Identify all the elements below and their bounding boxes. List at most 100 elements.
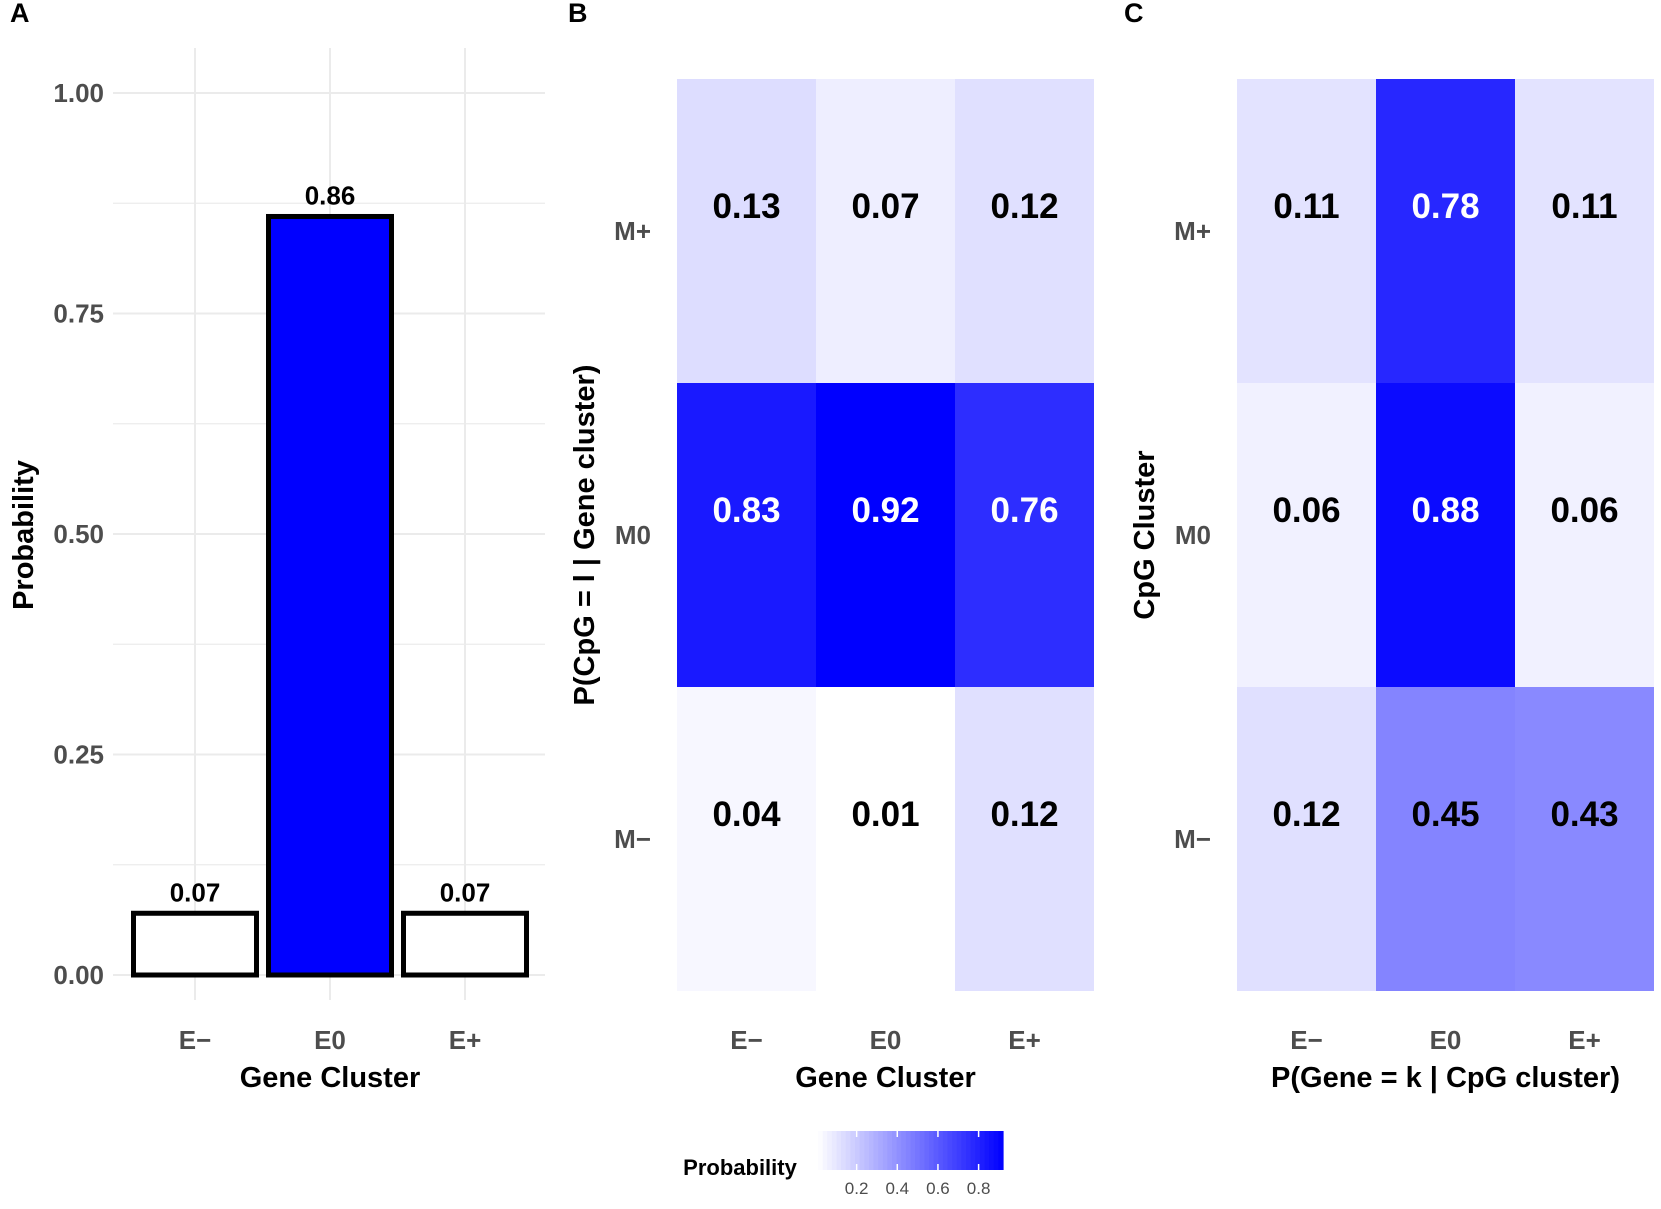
heatmap-cell: [955, 383, 1094, 687]
row-tick-label: M+: [1174, 216, 1211, 246]
cell-value-label: 0.83: [712, 491, 780, 530]
panel-tag-a: A: [10, 0, 30, 28]
cell-value-label: 0.12: [990, 187, 1058, 226]
column-tick-label: E+: [1008, 1025, 1041, 1055]
bar-value-label: 0.07: [440, 877, 491, 907]
heatmap-cell: [1376, 383, 1515, 687]
y-tick-label: 0.75: [53, 299, 104, 329]
cell-value-label: 0.92: [851, 491, 919, 530]
heatmap-cell: [1376, 687, 1515, 991]
legend-gradient-segment: [841, 1131, 847, 1170]
heatmap-cell: [677, 687, 816, 991]
legend-gradient-segment: [855, 1131, 861, 1170]
legend-gradient-segment: [901, 1131, 907, 1170]
cell-value-label: 0.45: [1411, 795, 1479, 834]
x-tick-label: E+: [449, 1025, 482, 1055]
heatmap-cell: [1515, 79, 1654, 383]
panel-tag-b: B: [568, 0, 588, 28]
x-axis-title: Gene Cluster: [795, 1062, 976, 1094]
legend-tick-label: 0.6: [926, 1179, 950, 1198]
bar-value-label: 0.86: [305, 180, 356, 210]
legend-gradient-segment: [915, 1131, 921, 1170]
legend-gradient-segment: [924, 1131, 930, 1170]
y-axis-title: P(CpG = l | Gene cluster): [569, 365, 601, 706]
legend-gradient-segment: [836, 1131, 842, 1170]
row-tick-label: M+: [614, 216, 651, 246]
cell-value-label: 0.06: [1272, 491, 1340, 530]
legend-title: Probability: [683, 1155, 797, 1180]
legend-gradient-segment: [892, 1131, 898, 1170]
heatmap-cell: [677, 383, 816, 687]
legend-gradient-segment: [966, 1131, 972, 1170]
panel-a-bar-chart: 0.00 0.25 0.50 0.75 1.00 0.07 E− 0.86 E0 0.07 E+ Ge…: [8, 48, 545, 1094]
cell-value-label: 0.76: [990, 491, 1058, 530]
bar: [401, 910, 529, 978]
cell-value-label: 0.07: [851, 187, 919, 226]
legend-tick-label: 0.8: [967, 1179, 991, 1198]
x-axis-title: P(Gene = k | CpG cluster): [1271, 1062, 1620, 1094]
heatmap-cell: [816, 687, 955, 991]
legend-gradient-segment: [979, 1131, 986, 1170]
bar-value-label: 0.07: [170, 877, 221, 907]
legend-gradient-segment: [919, 1131, 925, 1170]
legend-gradient-segment: [961, 1131, 967, 1170]
legend-gradient-segment: [827, 1131, 833, 1170]
y-axis-title: Probability: [8, 460, 40, 610]
cell-value-label: 0.88: [1411, 491, 1479, 530]
heatmap-cell: [955, 79, 1094, 383]
bar: [266, 213, 394, 978]
panel-b-heatmap: 0.13 0.07 0.12 0.83 0.92 0.76 0.04 0.01 0.12 M+ M0…: [569, 79, 1094, 1094]
heatmap-cell: [955, 687, 1094, 991]
legend-tick-label: 0.4: [885, 1179, 909, 1198]
heatmap-cell: [677, 79, 816, 383]
x-tick-label: E−: [179, 1025, 212, 1055]
cell-value-label: 0.78: [1411, 187, 1479, 226]
legend-gradient-segment: [822, 1131, 828, 1170]
column-tick-label: E0: [1430, 1025, 1462, 1055]
legend-gradient-segment: [952, 1131, 958, 1170]
legend-gradient-segment: [942, 1131, 949, 1170]
cell-value-label: 0.13: [712, 187, 780, 226]
legend-gradient-segment: [929, 1131, 935, 1170]
y-tick-label: 0.50: [53, 519, 104, 549]
legend-gradient-segment: [970, 1131, 976, 1170]
panel-c-heatmap: 0.11 0.78 0.11 0.06 0.88 0.06 0.12 0.45 0.43 M+ M0…: [1129, 79, 1654, 1094]
column-tick-label: E+: [1568, 1025, 1601, 1055]
y-axis-title: CpG Cluster: [1129, 450, 1161, 619]
legend-tick-label: 0.2: [845, 1179, 869, 1198]
heatmap-cell: [1376, 79, 1515, 383]
legend-gradient-segment: [933, 1131, 939, 1170]
legend-gradient-segment: [868, 1131, 875, 1170]
panel-tag-c: C: [1124, 0, 1144, 28]
legend-gradient-segment: [887, 1131, 893, 1170]
heatmap-cell: [1515, 687, 1654, 991]
heatmap-cell: [1237, 79, 1376, 383]
legend-gradient-segment: [845, 1131, 851, 1170]
x-tick-label: E0: [314, 1025, 346, 1055]
legend-gradient-segment: [998, 1131, 1004, 1170]
legend-gradient-segment: [850, 1131, 856, 1170]
legend-gradient-segment: [873, 1131, 879, 1170]
cell-value-label: 0.11: [1551, 187, 1617, 226]
legend-gradient-segment: [984, 1131, 990, 1170]
legend-gradient-segment: [910, 1131, 916, 1170]
legend-gradient-segment: [878, 1131, 884, 1170]
y-tick-label: 0.00: [53, 960, 104, 990]
cell-value-label: 0.11: [1273, 187, 1339, 226]
cell-value-label: 0.06: [1550, 491, 1618, 530]
x-axis-title: Gene Cluster: [240, 1062, 421, 1094]
cell-value-label: 0.43: [1550, 795, 1618, 834]
legend-gradient-segment: [831, 1131, 838, 1170]
legend-gradient-segment: [989, 1131, 995, 1170]
probability-legend: Probability 0.2 0.4 0.6 0.8: [683, 1131, 1004, 1198]
legend-gradient-segment: [956, 1131, 962, 1170]
legend-gradient-segment: [864, 1131, 870, 1170]
heatmap-cell: [1515, 383, 1654, 687]
row-tick-label: M0: [615, 520, 651, 550]
cell-value-label: 0.01: [851, 795, 919, 834]
cell-value-label: 0.12: [1272, 795, 1340, 834]
cell-value-label: 0.04: [712, 795, 781, 834]
y-tick-label: 0.25: [53, 740, 104, 770]
legend-gradient-segment: [947, 1131, 953, 1170]
